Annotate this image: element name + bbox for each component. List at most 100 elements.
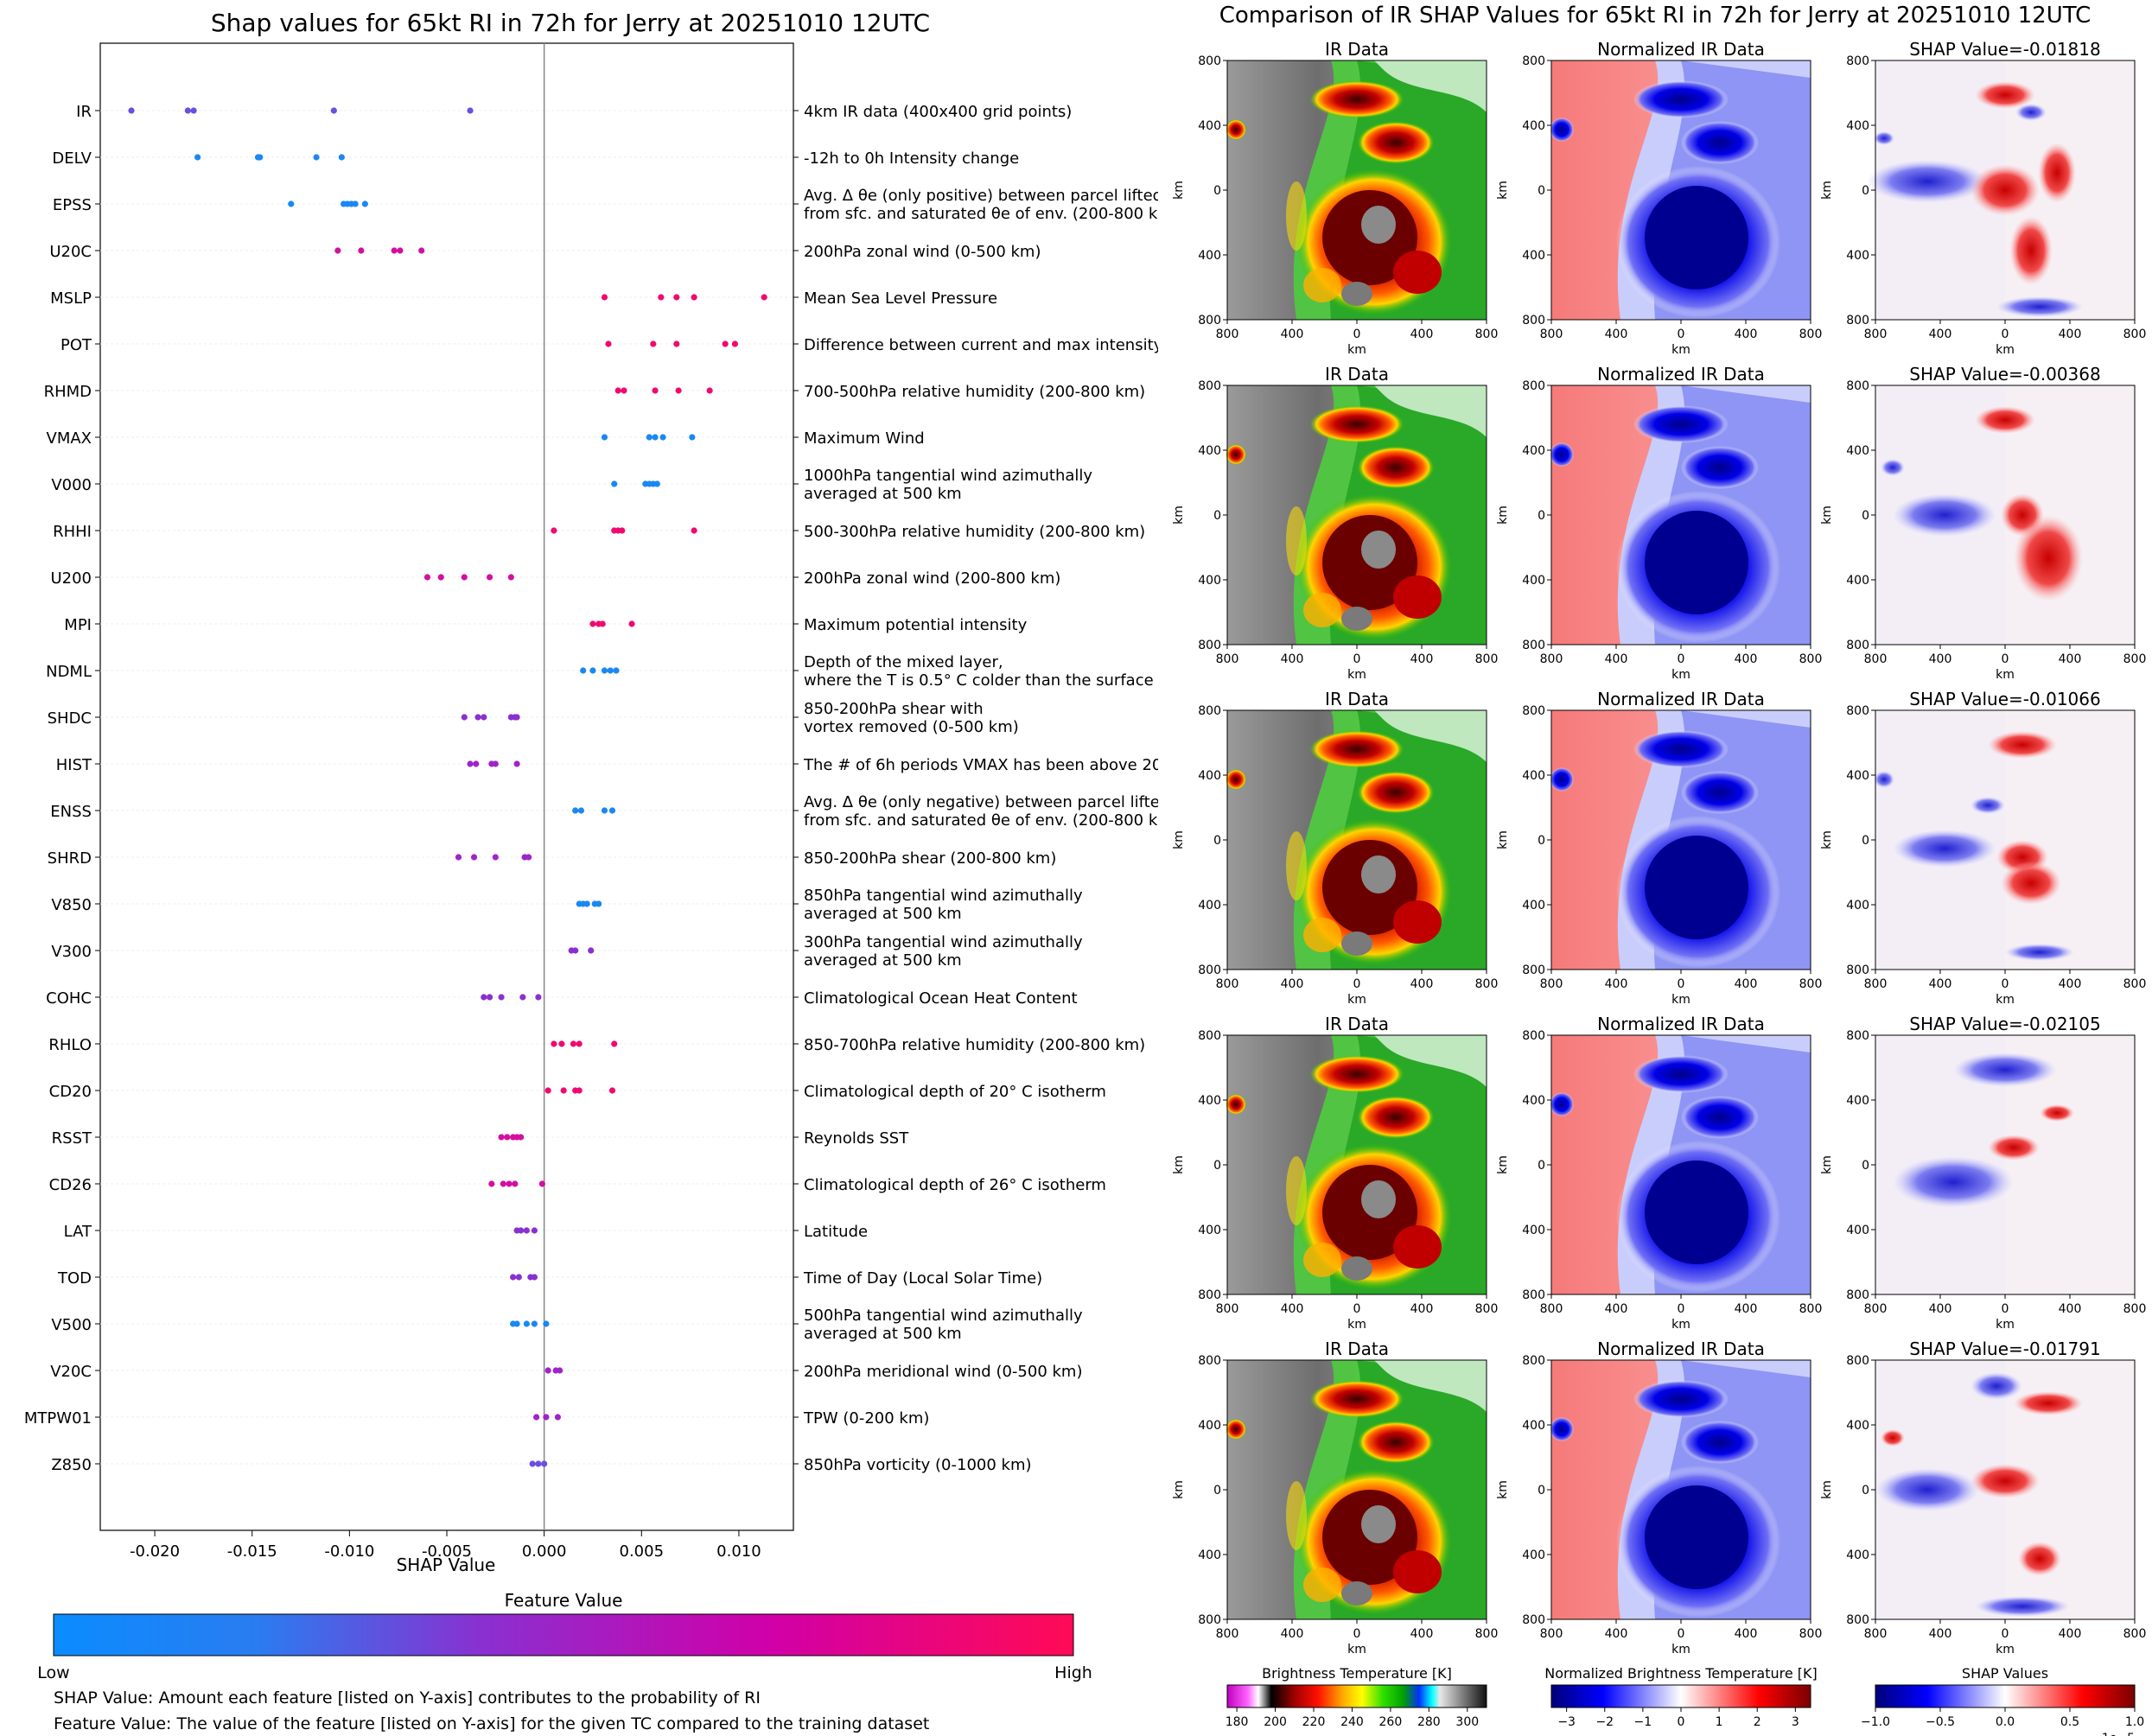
feature-colorbar: [53, 1613, 1074, 1657]
y-tick-label: 400: [1198, 769, 1221, 783]
x-tick-label: 0: [1678, 1627, 1685, 1641]
shap-point: [659, 434, 666, 441]
x-tick-label: -0.010: [324, 1542, 374, 1561]
y-tick-label: 800: [1522, 1354, 1545, 1368]
shap-point: [481, 714, 487, 721]
y-tick-label: 800: [1846, 1613, 1869, 1627]
y-tick-label: 800: [1198, 1354, 1221, 1368]
y-tick-label: 400: [1846, 899, 1869, 913]
feature-description: 4km IR data (400x400 grid points): [804, 103, 1072, 121]
subplot-title: IR Data: [1325, 39, 1389, 60]
ir-colorbars: Brightness Temperature [K] 180 200 220 240 26…: [1226, 1665, 2144, 1736]
feature-description: vortex removed (0-500 km): [804, 718, 1019, 736]
shap-point: [601, 434, 608, 441]
shap-point: [492, 760, 499, 767]
shap-point: [599, 620, 606, 627]
x-tick-label: 800: [1799, 1302, 1823, 1316]
y-tick-label: 400: [1846, 249, 1869, 263]
feature-description: Maximum potential intensity: [804, 616, 1028, 634]
shap-point: [544, 1087, 551, 1094]
subplot-title: SHAP Value=-0.01066: [1909, 689, 2100, 709]
y-axis-label: km: [1496, 1480, 1510, 1499]
shap-point: [608, 1087, 616, 1094]
feature-colorbar-high: High: [1054, 1663, 1092, 1682]
x-tick-label: 400: [1735, 652, 1758, 666]
feature-label: MTPW01: [24, 1409, 92, 1428]
shap-point: [589, 620, 596, 627]
x-tick-label: 800: [1799, 977, 1823, 991]
y-tick-label: 400: [1846, 1224, 1869, 1237]
y-tick-label: 0: [1538, 1159, 1545, 1173]
x-axis-label: km: [1347, 993, 1366, 1007]
y-tick-label: 0: [1213, 1159, 1221, 1173]
y-tick-label: 0: [1213, 509, 1221, 523]
x-tick-label: 0.005: [620, 1542, 665, 1561]
shap-point: [498, 1134, 505, 1141]
shap-point: [467, 107, 474, 114]
shap-point: [504, 1134, 511, 1141]
x-axis-label: SHAP Value: [397, 1555, 496, 1575]
shap-point: [613, 667, 620, 674]
colorbar-tick-label: 0: [1678, 1715, 1685, 1729]
shap-point: [558, 1040, 565, 1047]
shap-point: [691, 527, 697, 534]
feature-description: 850hPa tangential wind azimuthally: [804, 887, 1083, 905]
subplot-title: IR Data: [1325, 1339, 1389, 1359]
normalized-ir-image: 80080040040000400400800800kmkmNormalized…: [1496, 1014, 1822, 1332]
colorbar-tick-label: 1: [1716, 1715, 1723, 1729]
shap-point: [513, 1320, 520, 1327]
colorbar-tick-label: 2: [1754, 1715, 1761, 1729]
y-tick-label: 800: [1198, 639, 1221, 652]
feature-label: SHRD: [48, 849, 92, 868]
shap-point: [614, 387, 621, 394]
shap-point: [583, 900, 590, 907]
feature-label: RHMD: [44, 383, 92, 401]
shap-point: [551, 527, 557, 534]
colorbar-tick-label: 3: [1792, 1715, 1799, 1729]
y-tick-label: 800: [1522, 379, 1545, 393]
subplot-title: SHAP Value=-0.01791: [1909, 1339, 2100, 1359]
x-axis-label: km: [1996, 668, 2015, 682]
shap-point: [576, 1087, 583, 1094]
x-axis-label: km: [1671, 668, 1690, 682]
shap-point: [531, 1227, 538, 1234]
colorbar: SHAP Values −1.0 −0.5 0.0 0.5 1.0 1e−5: [1861, 1665, 2144, 1736]
y-axis-label: km: [1172, 181, 1186, 200]
shap-point: [658, 294, 665, 301]
x-axis-label: km: [1996, 343, 2015, 357]
shap-point: [518, 1227, 525, 1234]
y-tick-label: 400: [1198, 444, 1221, 458]
shap-point: [601, 667, 608, 674]
x-tick-label: 400: [1929, 977, 1952, 991]
y-axis-label: km: [1172, 506, 1186, 525]
shap-note: SHAP Value: Amount each feature [listed …: [54, 1688, 761, 1707]
y-tick-label: 400: [1522, 119, 1545, 133]
x-tick-label: 800: [2123, 1627, 2147, 1641]
x-tick-label: 800: [1216, 327, 1239, 341]
y-tick-label: 800: [1846, 1288, 1869, 1302]
subplot-title: IR Data: [1325, 1014, 1389, 1034]
colorbar-title: SHAP Values: [1962, 1665, 2048, 1682]
shap-point: [576, 1040, 583, 1047]
x-tick-label: 0: [1353, 327, 1361, 341]
x-tick-label: 400: [1605, 652, 1628, 666]
shap-point: [486, 994, 493, 1001]
colorbar-offset: 1e−5: [2102, 1732, 2135, 1736]
shap-point: [507, 574, 514, 581]
x-axis-label: km: [1996, 1643, 2015, 1657]
x-tick-label: 400: [2059, 1302, 2082, 1316]
y-tick-label: 400: [1522, 574, 1545, 588]
shap-point: [653, 480, 660, 487]
shap-point: [595, 900, 602, 907]
feature-description: 850-200hPa shear (200-800 km): [804, 849, 1056, 868]
x-tick-label: 400: [1281, 977, 1304, 991]
shap-point: [560, 1087, 567, 1094]
x-tick-label: 0: [1353, 977, 1361, 991]
shap-point: [731, 340, 739, 347]
x-tick-label: 800: [1475, 977, 1499, 991]
